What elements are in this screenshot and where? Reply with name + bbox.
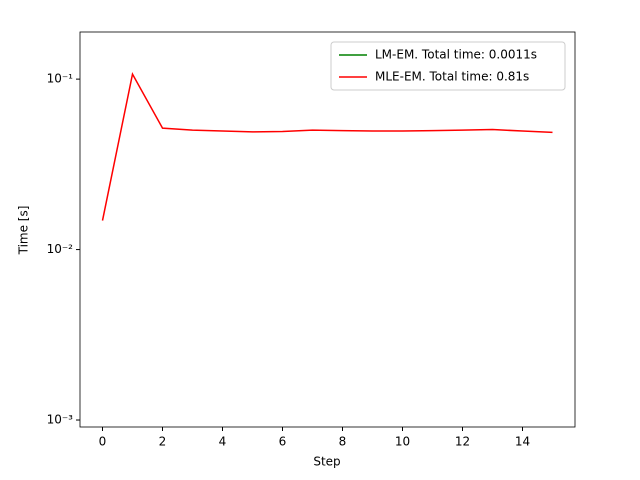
y-tick-label: 10⁻¹: [47, 72, 74, 86]
x-tick-label: 0: [99, 435, 107, 449]
x-tick-label: 14: [515, 435, 530, 449]
series-line: [101, 71, 553, 221]
legend-label: MLE-EM. Total time: 0.81s: [375, 70, 529, 84]
y-axis-label: Time [s]: [17, 206, 31, 256]
x-tick-label: 8: [339, 435, 347, 449]
x-tick-label: 10: [395, 435, 410, 449]
plot-frame: [79, 31, 576, 428]
legend-box: [330, 41, 566, 91]
plot-area: [101, 71, 553, 221]
y-tick-label: 10⁻²: [47, 242, 74, 256]
y-tick-label: 10⁻³: [47, 413, 74, 427]
x-tick-label: 6: [279, 435, 287, 449]
legend-label: LM-EM. Total time: 0.0011s: [375, 48, 537, 62]
x-tick-label: 2: [159, 435, 167, 449]
x-tick-label: 12: [455, 435, 470, 449]
x-tick-label: 4: [219, 435, 227, 449]
x-axis-label: Step: [313, 455, 340, 469]
